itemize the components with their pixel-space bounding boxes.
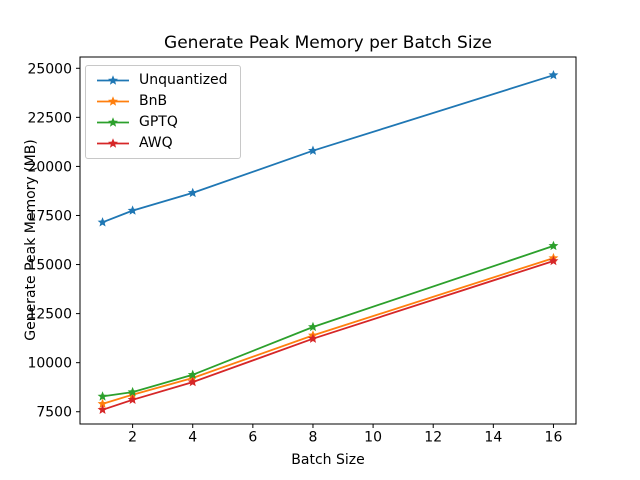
legend-label-unquantized: Unquantized	[139, 72, 228, 88]
legend-marker-bnb	[97, 96, 129, 106]
series-lines	[97, 69, 559, 414]
series-marker-unquantized	[308, 145, 318, 155]
series-marker-gptq	[548, 240, 559, 251]
y-tick-label: 10000	[27, 356, 72, 372]
series-marker-unquantized	[127, 205, 138, 215]
series-marker-awq	[308, 333, 318, 343]
series-marker-gptq	[187, 369, 198, 380]
legend-star-gptq	[108, 117, 118, 127]
legend-label-gptq: GPTQ	[139, 114, 178, 130]
x-tick-label: 4	[188, 430, 197, 446]
axis-ticks: 2 4 6 8 10 12 14 16 7500 10000 12500 15000 17500 2000…	[27, 61, 562, 445]
series-marker-gptq	[97, 391, 108, 401]
series-marker-bnb	[97, 398, 108, 409]
chart-title: Generate Peak Memory per Batch Size	[164, 33, 492, 53]
legend-star-unquantized	[108, 75, 118, 85]
legend-label-bnb: BnB	[139, 93, 168, 109]
series-marker-gptq	[308, 321, 318, 332]
y-tick-label: 22500	[27, 110, 72, 126]
series-marker-unquantized	[97, 217, 108, 227]
legend-entry-unquantized: Unquantized	[96, 73, 228, 88]
y-tick-label: 7500	[36, 405, 72, 421]
series-marker-unquantized	[548, 69, 559, 80]
axes-spines	[79, 56, 577, 425]
legend-star-awq	[108, 138, 118, 148]
x-tick-label: 2	[128, 430, 137, 446]
series-marker-awq	[187, 376, 198, 387]
y-tick-label: 15000	[27, 258, 72, 274]
series-marker-awq	[548, 255, 559, 266]
y-tick-label: 12500	[27, 307, 72, 323]
legend-marker-gptq	[97, 117, 129, 127]
y-tick-label: 17500	[27, 208, 72, 224]
x-tick-label: 8	[309, 430, 318, 446]
y-tick-label: 20000	[27, 159, 72, 175]
series-marker-awq	[97, 404, 108, 414]
y-tick-label: 25000	[27, 61, 72, 77]
legend-entry-bnb: BnB	[96, 94, 228, 109]
x-tick-label: 12	[424, 430, 442, 446]
legend-marker-unquantized	[97, 75, 129, 85]
legend-star-bnb	[108, 96, 118, 106]
x-tick-label: 10	[364, 430, 382, 446]
legend-marker-awq	[97, 138, 129, 148]
x-tick-label: 6	[248, 430, 257, 446]
x-tick-label: 14	[484, 430, 502, 446]
legend-entry-gptq: GPTQ	[96, 115, 228, 130]
legend-label-awq: AWQ	[139, 135, 173, 151]
series-marker-awq	[127, 394, 138, 404]
series-marker-gptq	[127, 386, 138, 397]
legend: Unquantized BnB GPTQ AWQ	[85, 65, 241, 159]
x-axis-label: Batch Size	[291, 452, 365, 468]
series-marker-unquantized	[187, 187, 198, 198]
legend-entry-awq: AWQ	[96, 136, 228, 151]
x-tick-label: 16	[545, 430, 563, 446]
